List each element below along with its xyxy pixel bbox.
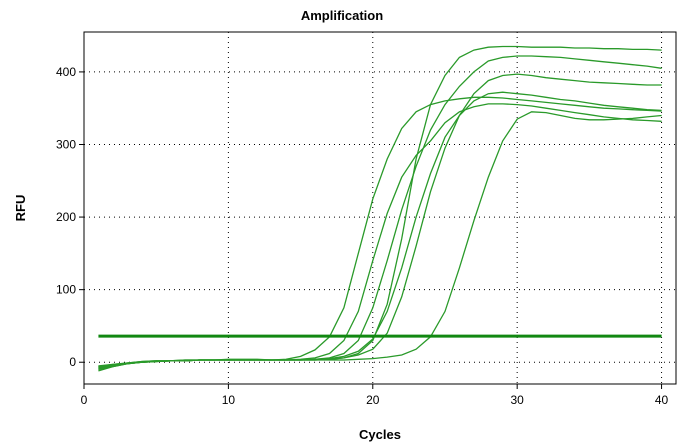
chart-title: Amplification: [301, 8, 383, 23]
x-axis-label: Cycles: [359, 427, 401, 442]
y-axis-label: RFU: [13, 195, 28, 222]
x-tick-label: 10: [222, 393, 236, 407]
x-tick-label: 20: [366, 393, 380, 407]
x-tick-label: 0: [81, 393, 88, 407]
y-tick-label: 0: [69, 355, 76, 369]
grid: [84, 32, 676, 384]
y-tick-label: 100: [56, 283, 76, 297]
amplification-curve-7: [98, 111, 662, 370]
y-tick-label: 400: [56, 65, 76, 79]
y-tick-label: 200: [56, 210, 76, 224]
series-group: [98, 45, 662, 372]
x-tick-label: 30: [510, 393, 524, 407]
y-tick-label: 300: [56, 137, 76, 151]
plot-area: [83, 31, 677, 385]
x-tick-label: 40: [655, 393, 669, 407]
